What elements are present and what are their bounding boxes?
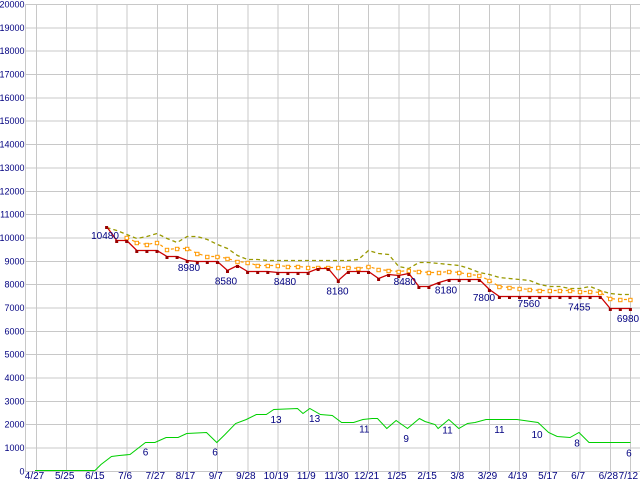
svg-text:8580: 8580 — [215, 277, 238, 288]
svg-text:8180: 8180 — [326, 287, 349, 298]
svg-text:10480: 10480 — [91, 231, 119, 242]
svg-text:11/9: 11/9 — [297, 471, 316, 480]
svg-text:6/28: 6/28 — [599, 471, 619, 480]
svg-text:10000: 10000 — [0, 233, 25, 243]
svg-text:2000: 2000 — [4, 420, 24, 430]
svg-text:5/25: 5/25 — [55, 471, 75, 480]
svg-text:7800: 7800 — [473, 293, 496, 304]
svg-text:6: 6 — [143, 448, 149, 459]
svg-text:12/21: 12/21 — [354, 471, 379, 480]
svg-text:7560: 7560 — [518, 299, 541, 310]
svg-text:8000: 8000 — [4, 280, 24, 290]
svg-text:6: 6 — [626, 449, 632, 460]
svg-text:15000: 15000 — [0, 116, 25, 126]
svg-text:9000: 9000 — [4, 256, 24, 266]
svg-text:3/8: 3/8 — [450, 471, 464, 480]
svg-text:11000: 11000 — [0, 210, 24, 220]
svg-text:0: 0 — [19, 466, 24, 476]
svg-text:6: 6 — [212, 448, 218, 459]
svg-text:5/17: 5/17 — [538, 471, 558, 480]
svg-text:11: 11 — [359, 425, 370, 436]
svg-text:6000: 6000 — [4, 326, 24, 336]
svg-text:13000: 13000 — [0, 163, 25, 173]
svg-text:10/19: 10/19 — [264, 471, 289, 480]
svg-text:13: 13 — [270, 415, 282, 426]
svg-text:19000: 19000 — [0, 23, 25, 33]
svg-text:6/7: 6/7 — [571, 471, 585, 480]
svg-text:8: 8 — [574, 438, 580, 449]
svg-text:11: 11 — [442, 425, 453, 436]
svg-text:11: 11 — [494, 425, 505, 436]
svg-text:6980: 6980 — [617, 314, 640, 325]
svg-text:18000: 18000 — [0, 46, 25, 56]
svg-text:8180: 8180 — [435, 286, 458, 297]
svg-text:8480: 8480 — [274, 277, 297, 288]
svg-text:13: 13 — [309, 414, 321, 425]
svg-text:9/28: 9/28 — [236, 471, 256, 480]
svg-text:16000: 16000 — [0, 93, 25, 103]
svg-text:7/12: 7/12 — [619, 471, 639, 480]
svg-text:9: 9 — [403, 434, 409, 445]
svg-text:7000: 7000 — [4, 303, 24, 313]
svg-text:17000: 17000 — [0, 70, 25, 80]
svg-text:8480: 8480 — [394, 277, 417, 288]
svg-text:7/27: 7/27 — [146, 471, 166, 480]
svg-text:6/15: 6/15 — [85, 471, 105, 480]
svg-text:3/29: 3/29 — [478, 471, 498, 480]
svg-text:10: 10 — [531, 430, 543, 441]
svg-text:4/27: 4/27 — [25, 471, 45, 480]
svg-text:12000: 12000 — [0, 186, 25, 196]
svg-text:14000: 14000 — [0, 140, 25, 150]
svg-text:20000: 20000 — [0, 0, 25, 10]
svg-text:7/6: 7/6 — [118, 471, 132, 480]
svg-text:8/17: 8/17 — [176, 471, 196, 480]
svg-text:2/15: 2/15 — [417, 471, 437, 480]
svg-text:5000: 5000 — [4, 350, 24, 360]
svg-text:8980: 8980 — [178, 263, 201, 274]
svg-text:4000: 4000 — [4, 373, 24, 383]
svg-text:7455: 7455 — [568, 303, 591, 314]
svg-text:4/19: 4/19 — [508, 471, 528, 480]
svg-text:1000: 1000 — [4, 443, 24, 453]
svg-text:3000: 3000 — [4, 396, 24, 406]
svg-text:9/7: 9/7 — [209, 471, 223, 480]
svg-text:11/30: 11/30 — [324, 471, 349, 480]
svg-text:1/25: 1/25 — [387, 471, 407, 480]
